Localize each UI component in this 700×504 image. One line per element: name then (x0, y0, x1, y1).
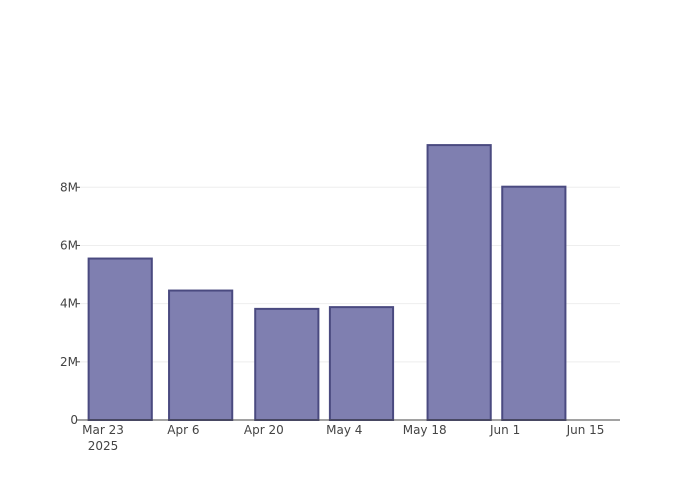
y-tick-label: 6M (60, 238, 78, 252)
x-tick-label: May 18 (403, 423, 447, 437)
y-tick-label: 4M (60, 297, 78, 311)
x-tick-label: Jun 1 (489, 423, 520, 437)
y-tick-label: 2M (60, 355, 78, 369)
x-tick-label: Mar 23 (82, 423, 124, 437)
bar-2025-05-24[interactable] (426, 144, 492, 421)
y-axis-tick-labels: 0 2M 4M 6M 8M (60, 180, 78, 427)
x-tick-label: Apr 20 (244, 423, 284, 437)
x-axis-tick-labels: Mar 23 2025 Apr 6 Apr 20 May 4 May 18 Jun 1 Jun… (82, 423, 604, 453)
bar-2025-06-06[interactable] (501, 185, 567, 421)
x-tick-label: Jun 15 (566, 423, 605, 437)
bar-2025-04-09[interactable] (168, 289, 234, 421)
y-tick-label: 8M (60, 180, 78, 194)
bar-2025-04-24[interactable] (254, 307, 320, 422)
x-tick-label: May 4 (326, 423, 362, 437)
axes (76, 186, 620, 421)
y-tick-label: 0 (70, 413, 78, 427)
x-tick-label: Apr 6 (167, 423, 199, 437)
bars (87, 144, 567, 422)
bar-2025-03-26[interactable] (87, 257, 153, 421)
x-tick-sublabel: 2025 (88, 439, 119, 453)
bar-2025-05-07[interactable] (328, 306, 395, 421)
